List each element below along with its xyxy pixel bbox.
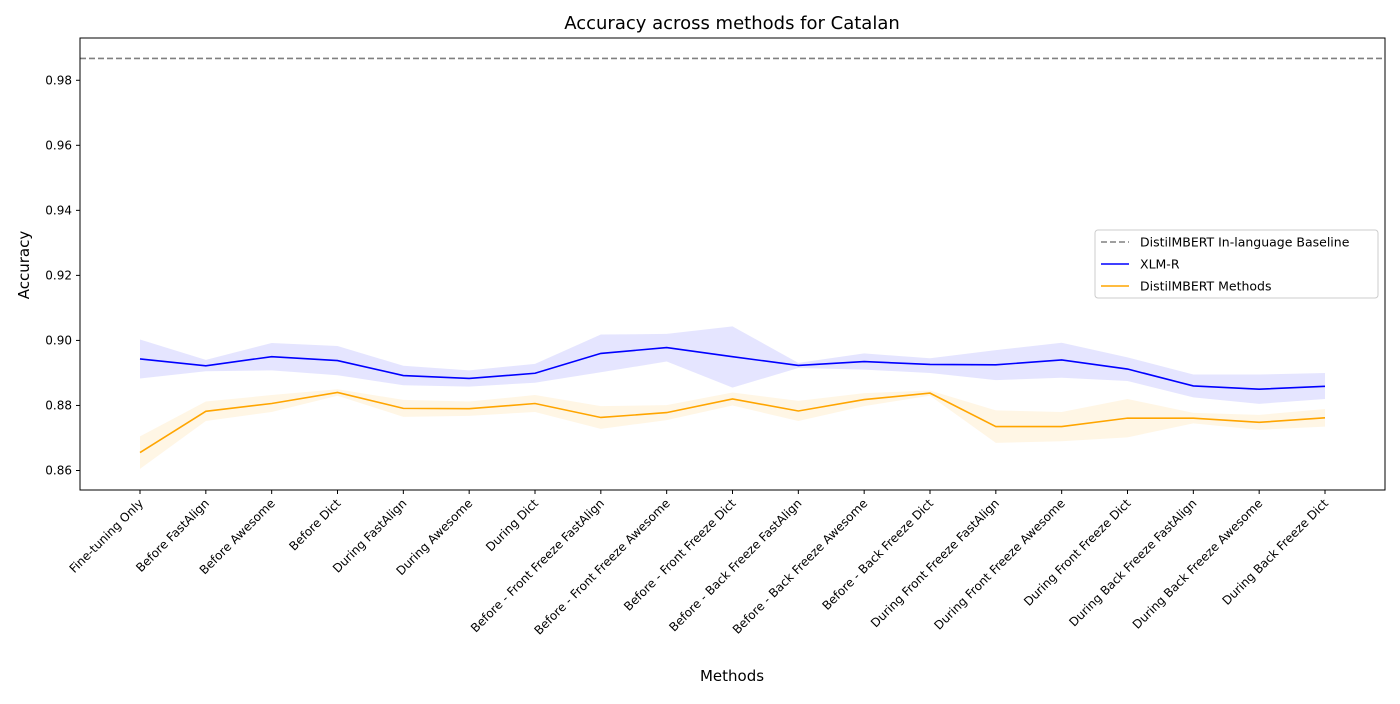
x-tick-label: Before - Front Freeze Awesome [531,496,672,637]
x-axis-title: Methods [700,667,764,685]
x-tick-label: Before - Front Freeze Dict [621,496,739,614]
legend-box [1094,229,1379,299]
series-line-1 [139,391,1326,454]
band-series-1 [140,389,1325,469]
series-lines [139,346,1326,454]
x-tick-label: During Front Freeze FastAlign [868,496,1002,630]
x-tick-label: During Front Freeze Dict [1021,496,1134,609]
y-tick-label: 0.96 [45,138,72,152]
y-axis: 0.86 0.88 0.90 0.92 0.94 0.96 0.98 [45,73,80,477]
y-tick-label: 0.98 [45,73,72,87]
x-tick-label: Before - Back Freeze FastAlign [666,496,804,634]
legend: DistilMBERT In-language Baseline XLM-R Dis… [1094,229,1379,299]
y-tick-label: 0.90 [45,333,72,347]
band-series-0 [140,326,1325,404]
y-tick-label: 0.94 [45,203,72,217]
confidence-bands [140,326,1325,469]
x-tick-label: Before - Front Freeze FastAlign [468,496,607,635]
x-tick-label: Before - Back Freeze Dict [819,496,936,613]
x-tick-label: Before - Back Freeze Awesome [730,496,870,636]
y-tick-label: 0.86 [45,463,72,477]
chart-title: Accuracy across methods for Catalan [564,13,900,34]
x-tick-label: During Back Freeze Dict [1219,496,1331,608]
legend-label: DistilMBERT Methods [1140,279,1272,294]
x-tick-label: During Dict [483,496,541,554]
x-tick-label: Before Dict [286,496,343,553]
x-tick-label: During Front Freeze Awesome [931,496,1067,632]
x-tick-label: During Back Freeze FastAlign [1066,496,1199,629]
legend-label: DistilMBERT In-language Baseline [1140,235,1350,250]
series-line-0 [139,346,1326,390]
legend-label: XLM-R [1140,257,1180,272]
y-axis-title: Accuracy [15,231,33,300]
y-tick-label: 0.88 [45,398,72,412]
x-tick-label: During Back Freeze Awesome [1130,496,1266,632]
y-tick-label: 0.92 [45,268,72,282]
